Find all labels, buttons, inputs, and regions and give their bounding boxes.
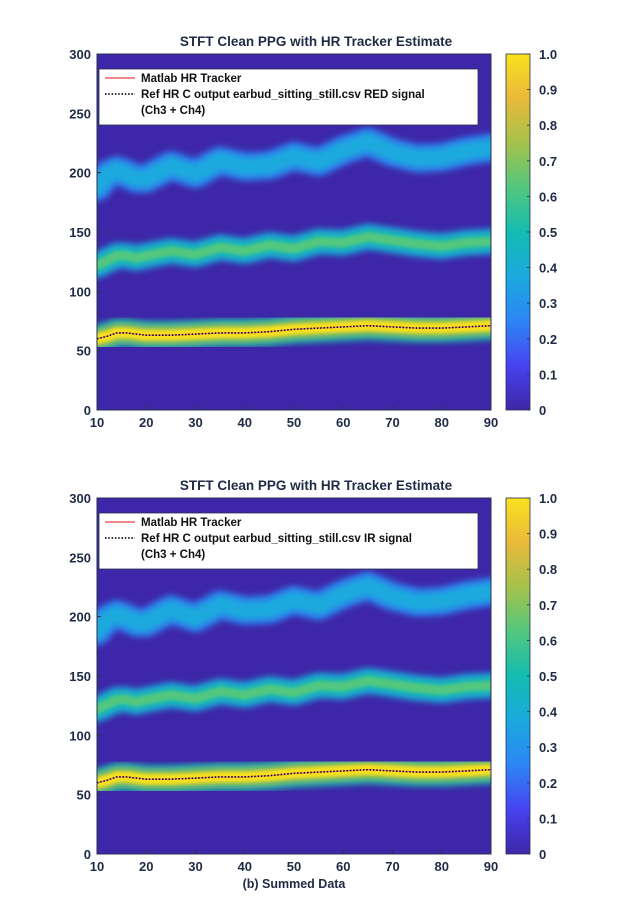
chart-2-ytick-label: 150 xyxy=(69,669,91,684)
chart-1-title: STFT Clean PPG with HR Tracker Estimate xyxy=(180,34,453,49)
chart-1: 10 20 30 40 50 60 70 80 90 0 50 100 150 200 250 300 STFT… xyxy=(69,34,558,430)
chart-1-ytick-label: 150 xyxy=(69,225,91,240)
chart-2-xtick-label: 80 xyxy=(435,859,449,874)
chart-2-legend-label: (Ch3 + Ch4) xyxy=(141,549,205,561)
chart-2-ytick-label: 200 xyxy=(69,610,91,625)
chart-2-colorbar-tick-label: 0.3 xyxy=(539,740,557,755)
chart-1-xtick-label: 10 xyxy=(90,415,104,430)
chart-1-xtick-label: 50 xyxy=(287,415,301,430)
chart-1-legend-box xyxy=(98,68,479,126)
chart-1-colorbar xyxy=(505,53,531,411)
chart-2-legend: Matlab HR Tracker Ref HR C output earbud_… xyxy=(98,512,479,570)
chart-1-colorbar-tick-label: 0 xyxy=(539,403,546,418)
chart-2-legend-label: Matlab HR Tracker xyxy=(141,517,242,529)
chart-1-band-3-core xyxy=(97,136,491,192)
chart-1-xtick-label: 80 xyxy=(435,415,449,430)
chart-2-legend-label: Ref HR C output earbud_sitting_still.csv… xyxy=(141,533,412,545)
chart-1-colorbar-tick-label: 0.3 xyxy=(539,296,557,311)
chart-2-series-ref-hr xyxy=(97,768,491,784)
chart-1-series-ref-hr xyxy=(97,324,491,340)
chart-2-ytick-label: 300 xyxy=(69,491,91,506)
chart-1-legend-label: Matlab HR Tracker xyxy=(141,73,242,85)
chart-2-xtick-label: 40 xyxy=(238,859,252,874)
chart-1-colorbar-tick-label: 0.7 xyxy=(539,154,557,169)
chart-1-colorbar-tick-label: 0.1 xyxy=(539,367,557,382)
chart-1-ytick-label: 100 xyxy=(69,284,91,299)
chart-2-xtick-label: 20 xyxy=(139,859,153,874)
chart-2-xtick-label: 30 xyxy=(188,859,202,874)
chart-1-legend-label: Ref HR C output earbud_sitting_still.csv… xyxy=(141,89,425,101)
chart-1-xtick-label: 30 xyxy=(188,415,202,430)
chart-1-xtick-label: 20 xyxy=(139,415,153,430)
chart-2-xtick-label: 70 xyxy=(385,859,399,874)
chart-2-colorbar-tick-label: 0.1 xyxy=(539,811,557,826)
chart-2-colorbar-tick-label: 0.4 xyxy=(539,705,558,720)
chart-2-legend-box xyxy=(98,512,479,570)
chart-1-legend-label: (Ch3 + Ch4) xyxy=(141,105,205,117)
chart-2-ytick-label: 0 xyxy=(84,847,91,862)
chart-1-colorbar-tick-label: 1.0 xyxy=(539,47,557,62)
chart-2-ytick-label: 50 xyxy=(77,788,91,803)
chart-1-colorbar-tick-label: 0.8 xyxy=(539,118,557,133)
chart-1-xtick-label: 90 xyxy=(484,415,498,430)
chart-2-colorbar-tick-label: 0.7 xyxy=(539,598,557,613)
chart-1-ytick-label: 0 xyxy=(84,403,91,418)
chart-2-colorbar-tick-label: 0.9 xyxy=(539,527,557,542)
chart-2-xtick-label: 60 xyxy=(336,859,350,874)
chart-2-ytick-label: 250 xyxy=(69,550,91,565)
chart-1-colorbar-tick-label: 0.4 xyxy=(539,261,558,276)
chart-2-colorbar-tick-label: 0 xyxy=(539,847,546,862)
chart-2-band-3-core xyxy=(97,580,491,636)
chart-2-xtick-label: 50 xyxy=(287,859,301,874)
chart-1-ytick-label: 200 xyxy=(69,166,91,181)
chart-1-legend: Matlab HR Tracker Ref HR C output earbud_… xyxy=(98,68,479,126)
figure-caption: (b) Summed Data xyxy=(243,877,347,891)
chart-1-colorbar-tick-label: 0.5 xyxy=(539,225,557,240)
chart-2-xtick-label: 10 xyxy=(90,859,104,874)
chart-1-band-2-core xyxy=(97,232,491,270)
chart-1-ytick-label: 300 xyxy=(69,47,91,62)
chart-1-xtick-label: 40 xyxy=(238,415,252,430)
chart-2-band-2-core xyxy=(97,676,491,714)
chart-2-xtick-label: 90 xyxy=(484,859,498,874)
chart-2-colorbar-tick-label: 0.2 xyxy=(539,776,557,791)
chart-1-ytick-label: 250 xyxy=(69,106,91,121)
chart-2-colorbar-tick-label: 0.6 xyxy=(539,633,557,648)
chart-1-colorbar-tick-label: 0.6 xyxy=(539,189,557,204)
chart-1-xtick-label: 60 xyxy=(336,415,350,430)
chart-2: 10 20 30 40 50 60 70 80 90 0 50 100 150 200 250 300 STFT… xyxy=(69,478,558,874)
chart-1-ytick-label: 50 xyxy=(77,344,91,359)
chart-2-colorbar-tick-label: 0.5 xyxy=(539,669,557,684)
chart-1-colorbar-tick-label: 0.9 xyxy=(539,83,557,98)
chart-2-title: STFT Clean PPG with HR Tracker Estimate xyxy=(180,478,453,493)
chart-2-colorbar-tick-label: 1.0 xyxy=(539,491,557,506)
chart-2-colorbar xyxy=(505,497,531,855)
chart-1-colorbar-tick-label: 0.2 xyxy=(539,332,557,347)
chart-2-ytick-label: 100 xyxy=(69,728,91,743)
chart-2-colorbar-tick-label: 0.8 xyxy=(539,562,557,577)
chart-1-xtick-label: 70 xyxy=(385,415,399,430)
